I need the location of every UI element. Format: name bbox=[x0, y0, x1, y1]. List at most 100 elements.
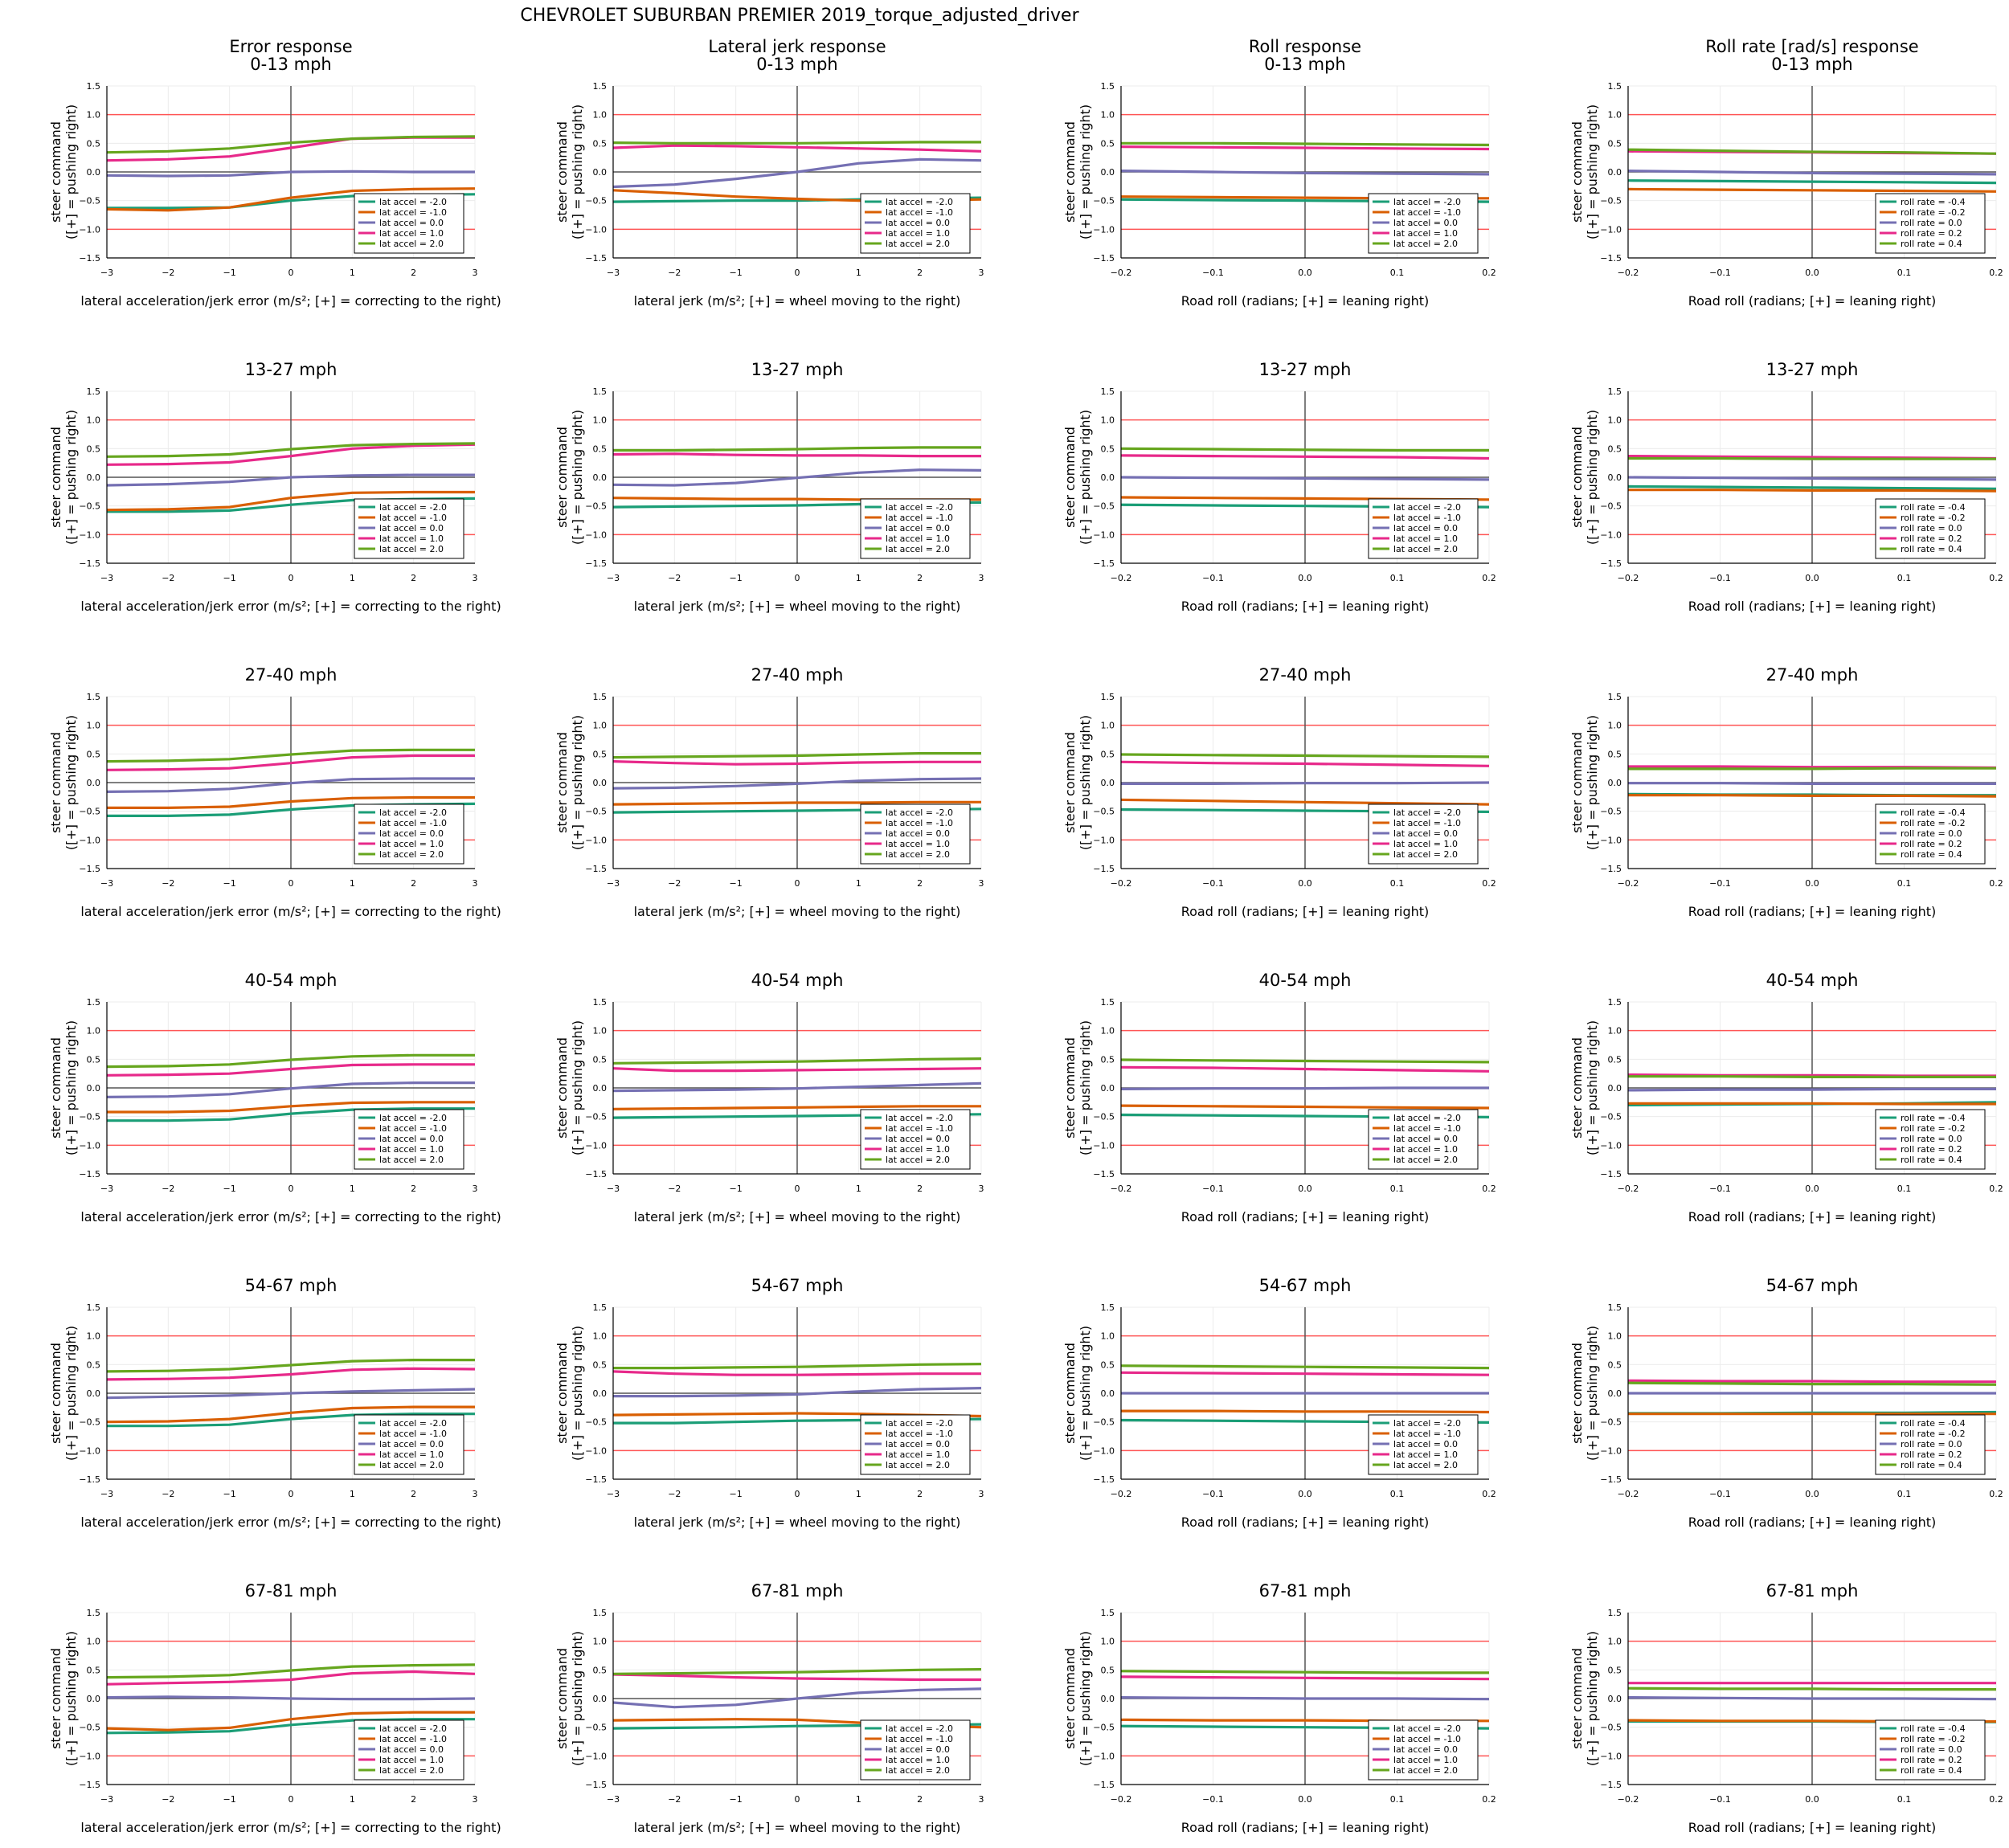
legend-label: lat accel = 1.0 bbox=[1393, 1449, 1458, 1460]
panel-title: 13-27 mph bbox=[1766, 360, 1859, 379]
series-line bbox=[106, 1359, 475, 1373]
series-line bbox=[612, 1687, 982, 1709]
x-tick-label: −3 bbox=[100, 268, 113, 278]
series-line bbox=[106, 442, 476, 458]
legend-label: roll rate = -0.2 bbox=[1901, 207, 1966, 218]
y-axis-label-line: steer command bbox=[554, 1343, 570, 1444]
legend-label: lat accel = -2.0 bbox=[1393, 807, 1461, 818]
y-axis-label-line: ([+] = pushing right) bbox=[1078, 1020, 1093, 1155]
legend-label: lat accel = -2.0 bbox=[886, 807, 953, 818]
legend-label: lat accel = 2.0 bbox=[379, 1460, 444, 1470]
legend-label: roll rate = -0.2 bbox=[1901, 1429, 1966, 1439]
y-axis-label-line: steer command bbox=[48, 1648, 63, 1749]
y-axis-label-line: ([+] = pushing right) bbox=[63, 1326, 79, 1461]
x-tick-label: −1 bbox=[730, 1489, 743, 1499]
legend-label: lat accel = -2.0 bbox=[379, 807, 447, 818]
y-tick-label: −1.0 bbox=[1600, 1140, 1622, 1151]
series-line bbox=[106, 187, 476, 212]
legend-label: roll rate = -0.4 bbox=[1901, 1113, 1966, 1123]
y-tick-label: 0.5 bbox=[87, 1054, 101, 1065]
panel-r3-c2: 40-54 mph −1.5 −1.0 −0.5 0.0 0.5 1.0 1.5 −0.2 −0.… bbox=[1062, 971, 1496, 1225]
legend-label: lat accel = 2.0 bbox=[1393, 1460, 1458, 1470]
legend-label: lat accel = 0.0 bbox=[886, 523, 950, 534]
y-tick-label: 0.0 bbox=[1608, 472, 1622, 483]
x-tick-label: 0.1 bbox=[1897, 1794, 1912, 1805]
x-tick-label: 2 bbox=[917, 573, 923, 583]
x-tick-label: −2 bbox=[162, 573, 174, 583]
series-line bbox=[106, 1388, 476, 1400]
legend-label: roll rate = 0.2 bbox=[1901, 1449, 1962, 1460]
x-tick-label: −0.2 bbox=[1111, 1489, 1132, 1499]
series-line bbox=[1627, 170, 1997, 176]
legend-label: lat accel = 2.0 bbox=[886, 239, 950, 249]
x-axis-label: lateral acceleration/jerk error (m/s²; [… bbox=[80, 1820, 501, 1835]
legend-label: lat accel = 1.0 bbox=[886, 228, 950, 239]
series-line bbox=[1120, 798, 1490, 806]
y-tick-label: −1.5 bbox=[1600, 1169, 1622, 1180]
y-tick-label: −1.0 bbox=[585, 529, 607, 540]
y-axis-label-line: ([+] = pushing right) bbox=[1585, 1020, 1600, 1155]
legend-label: lat accel = -1.0 bbox=[886, 1429, 953, 1439]
y-tick-label: 1.5 bbox=[87, 997, 101, 1008]
y-tick-label: −0.5 bbox=[585, 1723, 607, 1733]
y-axis-label: steer command([+] = pushing right) bbox=[554, 715, 585, 850]
legend-label: lat accel = -2.0 bbox=[1393, 1113, 1461, 1123]
panel-r5-c3: 67-81 mph −1.5 −1.0 −0.5 0.0 0.5 1.0 1.5 −0.2 −0.… bbox=[1569, 1581, 2003, 1835]
x-axis-label: lateral acceleration/jerk error (m/s²; [… bbox=[80, 293, 501, 309]
legend-label: roll rate = -0.4 bbox=[1901, 197, 1966, 207]
x-tick-label: 1 bbox=[856, 573, 861, 583]
legend-label: lat accel = 1.0 bbox=[886, 1755, 950, 1765]
y-tick-label: 1.0 bbox=[87, 415, 101, 426]
x-axis-label: Road roll (radians; [+] = leaning right) bbox=[1688, 904, 1937, 919]
y-tick-label: 1.0 bbox=[87, 1026, 101, 1036]
y-tick-label: −0.5 bbox=[1600, 1112, 1622, 1122]
x-tick-label: 1 bbox=[350, 1794, 355, 1805]
y-axis-label-line: steer command bbox=[48, 1343, 63, 1444]
y-axis-label: steer command([+] = pushing right) bbox=[554, 1326, 585, 1461]
panel-title: 54-67 mph bbox=[245, 1276, 338, 1295]
series-line bbox=[612, 1370, 981, 1376]
legend-label: lat accel = 1.0 bbox=[1393, 1755, 1458, 1765]
panel-title: 54-67 mph bbox=[1766, 1276, 1859, 1295]
x-axis-label: lateral jerk (m/s²; [+] = wheel moving t… bbox=[634, 599, 961, 614]
x-tick-label: −0.1 bbox=[1709, 878, 1731, 889]
y-tick-label: 1.5 bbox=[1101, 386, 1115, 397]
x-tick-label: 0.1 bbox=[1390, 1794, 1405, 1805]
x-tick-label: −2 bbox=[668, 1184, 681, 1194]
x-tick-label: 2 bbox=[917, 1489, 923, 1499]
series-line bbox=[612, 800, 981, 806]
x-tick-label: 1 bbox=[350, 878, 355, 889]
x-tick-label: 0.2 bbox=[1482, 268, 1496, 278]
y-tick-label: −0.5 bbox=[1093, 807, 1115, 817]
legend-label: roll rate = 0.2 bbox=[1901, 839, 1962, 849]
y-tick-label: 0.0 bbox=[1101, 167, 1115, 178]
legend-label: lat accel = -2.0 bbox=[1393, 197, 1461, 207]
y-tick-label: −0.5 bbox=[79, 501, 100, 512]
y-tick-label: 0.0 bbox=[1608, 167, 1622, 178]
y-tick-label: 0.5 bbox=[1608, 1359, 1622, 1370]
legend-label: lat accel = 2.0 bbox=[1393, 1155, 1458, 1165]
x-tick-label: −0.2 bbox=[1618, 878, 1639, 889]
legend-label: lat accel = -2.0 bbox=[1393, 1418, 1461, 1429]
x-tick-label: −0.1 bbox=[1709, 1184, 1731, 1194]
series-line bbox=[612, 157, 982, 189]
y-axis-label-line: ([+] = pushing right) bbox=[63, 410, 79, 545]
y-tick-label: 1.0 bbox=[1608, 110, 1622, 121]
y-axis-label: steer command([+] = pushing right) bbox=[48, 410, 79, 545]
legend-label: lat accel = -1.0 bbox=[886, 513, 953, 523]
panel-title: 13-27 mph bbox=[245, 360, 338, 379]
panel-r2-c3: 27-40 mph −1.5 −1.0 −0.5 0.0 0.5 1.0 1.5 −0.2 −0.… bbox=[1569, 665, 2003, 919]
x-tick-label: −2 bbox=[162, 268, 174, 278]
y-tick-label: −0.5 bbox=[585, 1112, 607, 1122]
x-tick-label: 0.0 bbox=[1805, 878, 1819, 889]
panel-title: 40-54 mph bbox=[245, 971, 338, 990]
x-tick-label: −3 bbox=[100, 1794, 113, 1805]
x-tick-label: 1 bbox=[856, 268, 861, 278]
legend-label: lat accel = 2.0 bbox=[1393, 544, 1458, 554]
legend-label: lat accel = -1.0 bbox=[886, 207, 953, 218]
